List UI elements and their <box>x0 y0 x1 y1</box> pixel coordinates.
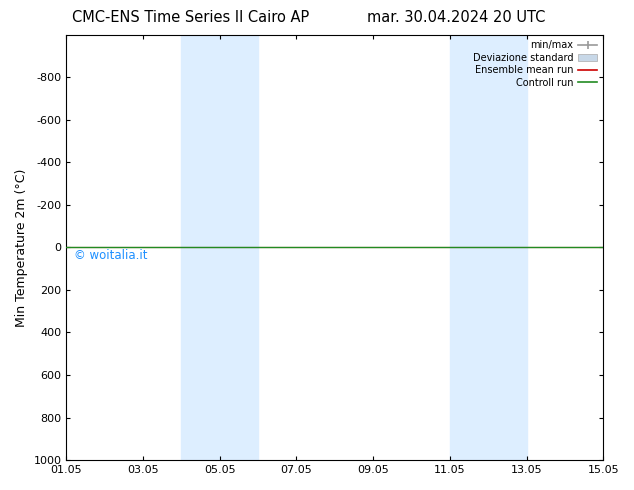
Legend: min/max, Deviazione standard, Ensemble mean run, Controll run: min/max, Deviazione standard, Ensemble m… <box>469 37 601 92</box>
Bar <box>181 35 220 460</box>
Bar <box>450 35 488 460</box>
Bar <box>220 35 258 460</box>
Text: mar. 30.04.2024 20 UTC: mar. 30.04.2024 20 UTC <box>367 10 546 25</box>
Text: © woitalia.it: © woitalia.it <box>74 249 148 263</box>
Y-axis label: Min Temperature 2m (°C): Min Temperature 2m (°C) <box>15 168 28 326</box>
Text: CMC-ENS Time Series Il Cairo AP: CMC-ENS Time Series Il Cairo AP <box>72 10 309 25</box>
Bar <box>488 35 526 460</box>
